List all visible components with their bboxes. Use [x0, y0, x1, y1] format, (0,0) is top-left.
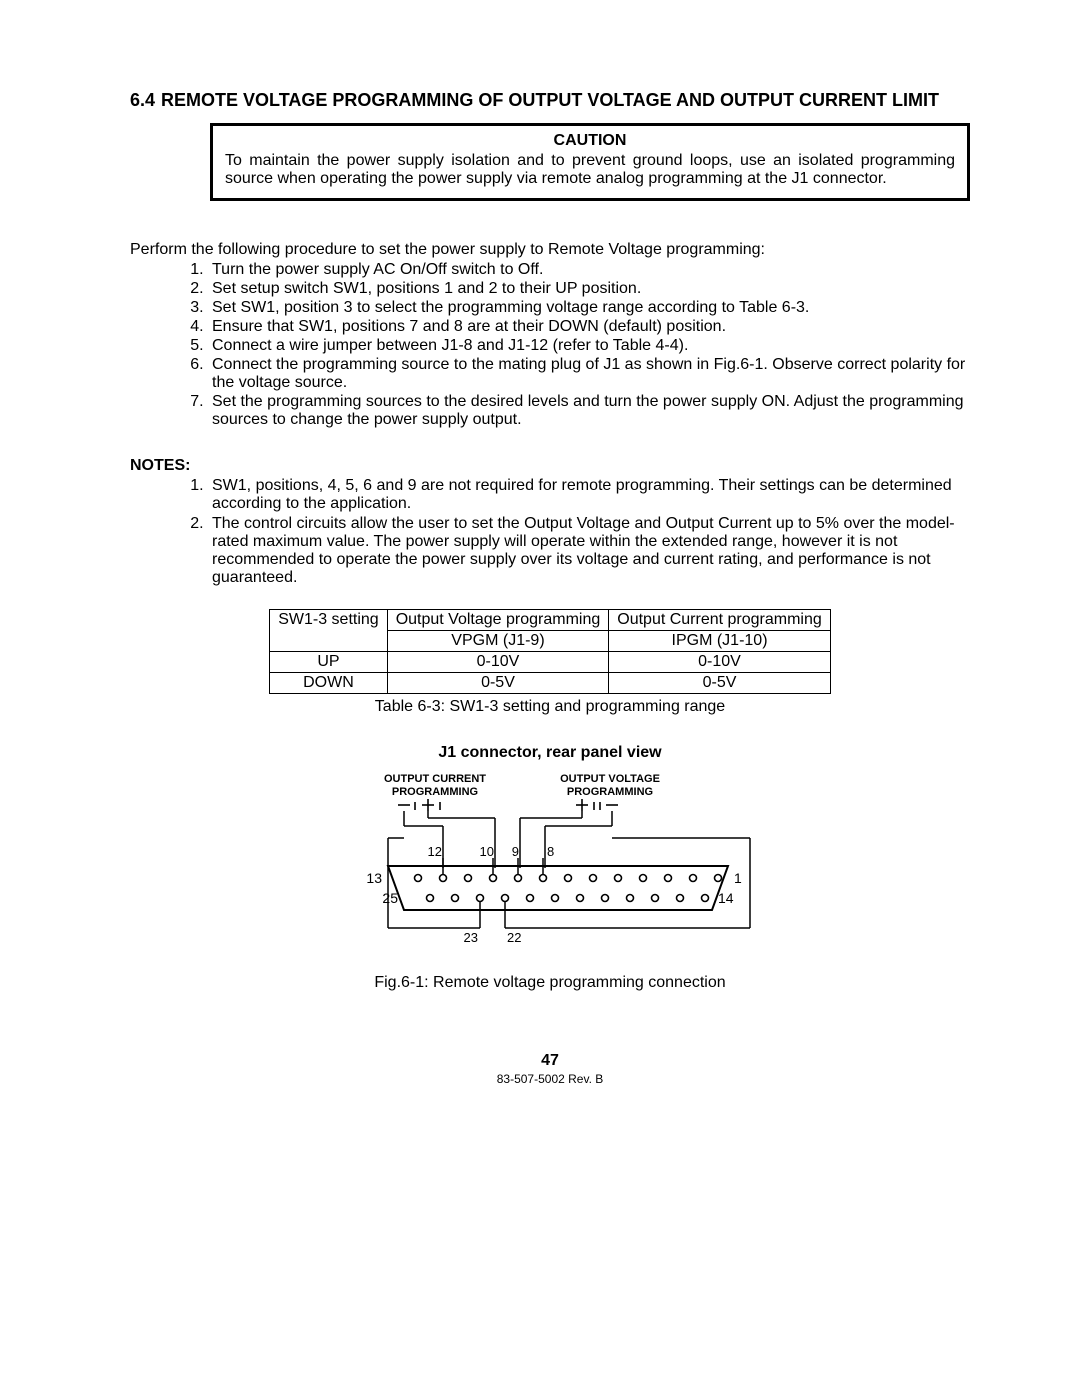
- pin-label: 22: [507, 930, 521, 945]
- table-caption: Table 6-3: SW1-3 setting and programming…: [130, 698, 970, 716]
- table-header: Output Voltage programming: [387, 610, 609, 631]
- table-header: Output Current programming: [609, 610, 831, 631]
- step-item: Ensure that SW1, positions 7 and 8 are a…: [208, 318, 970, 336]
- step-item: Turn the power supply AC On/Off switch t…: [208, 261, 970, 279]
- step-item: Set the programming sources to the desir…: [208, 393, 970, 429]
- fig-label: PROGRAMMING: [392, 786, 478, 798]
- table-cell: 0-10V: [609, 652, 831, 673]
- table-cell: UP: [270, 652, 387, 673]
- pin-label: 25: [382, 890, 398, 906]
- doc-revision: 83-507-5002 Rev. B: [130, 1072, 970, 1086]
- pin-label: 10: [480, 844, 494, 859]
- table-row: DOWN 0-5V 0-5V: [270, 673, 831, 694]
- caution-heading: CAUTION: [225, 132, 955, 150]
- pin-row-top: [415, 875, 722, 882]
- step-item: Set SW1, position 3 to select the progra…: [208, 299, 970, 317]
- step-item: Connect a wire jumper between J1-8 and J…: [208, 337, 970, 355]
- section-heading: 6.4 REMOTE VOLTAGE PROGRAMMING OF OUTPUT…: [130, 90, 970, 111]
- caution-box: CAUTION To maintain the power supply iso…: [210, 123, 970, 201]
- table-row: UP 0-10V 0-10V: [270, 652, 831, 673]
- note-item: SW1, positions, 4, 5, 6 and 9 are not re…: [208, 477, 970, 513]
- table-cell: DOWN: [270, 673, 387, 694]
- pin-label: 14: [718, 890, 734, 906]
- pin-label: 8: [547, 844, 554, 859]
- step-item: Set setup switch SW1, positions 1 and 2 …: [208, 280, 970, 298]
- fig-label: OUTPUT CURRENT: [384, 773, 486, 785]
- figure-caption: Fig.6-1: Remote voltage programming conn…: [130, 974, 970, 992]
- sw-table: SW1-3 setting Output Voltage programming…: [269, 609, 831, 694]
- page-number: 47: [130, 1052, 970, 1070]
- document-page: 6.4 REMOTE VOLTAGE PROGRAMMING OF OUTPUT…: [0, 0, 1080, 1126]
- procedure-steps: Turn the power supply AC On/Off switch t…: [208, 261, 970, 429]
- polarity-left: [398, 799, 440, 811]
- pin-label: 1: [734, 870, 742, 886]
- pin-label: 9: [512, 844, 519, 859]
- table-row: SW1-3 setting Output Voltage programming…: [270, 610, 831, 631]
- step-item: Connect the programming source to the ma…: [208, 356, 970, 392]
- table-header: SW1-3 setting: [270, 610, 387, 652]
- pin-row-bottom: [427, 895, 709, 902]
- table-cell: 0-10V: [387, 652, 609, 673]
- section-title-text: REMOTE VOLTAGE PROGRAMMING OF OUTPUT VOL…: [161, 90, 939, 111]
- figure-title: J1 connector, rear panel view: [130, 744, 970, 762]
- figure-connector: OUTPUT CURRENT PROGRAMMING OUTPUT VOLTAG…: [130, 768, 970, 968]
- procedure-intro: Perform the following procedure to set t…: [130, 241, 970, 259]
- lead-lines: [404, 811, 612, 868]
- pin-label: 23: [464, 930, 478, 945]
- fig-label: PROGRAMMING: [567, 786, 653, 798]
- table-cell: 0-5V: [609, 673, 831, 694]
- notes-heading: NOTES:: [130, 457, 970, 475]
- notes-list: SW1, positions, 4, 5, 6 and 9 are not re…: [208, 477, 970, 587]
- table-header: IPGM (J1-10): [609, 631, 831, 652]
- table-cell: 0-5V: [387, 673, 609, 694]
- polarity-right: [576, 799, 618, 811]
- connector-outline: [388, 866, 728, 910]
- section-number: 6.4: [130, 90, 155, 111]
- table-header: VPGM (J1-9): [387, 631, 609, 652]
- note-item: The control circuits allow the user to s…: [208, 515, 970, 587]
- pin-label: 13: [366, 870, 382, 886]
- caution-text: To maintain the power supply isolation a…: [225, 152, 955, 188]
- fig-label: OUTPUT VOLTAGE: [560, 773, 660, 785]
- pin-label: 12: [428, 844, 442, 859]
- pin-stub-bottom: [480, 902, 505, 928]
